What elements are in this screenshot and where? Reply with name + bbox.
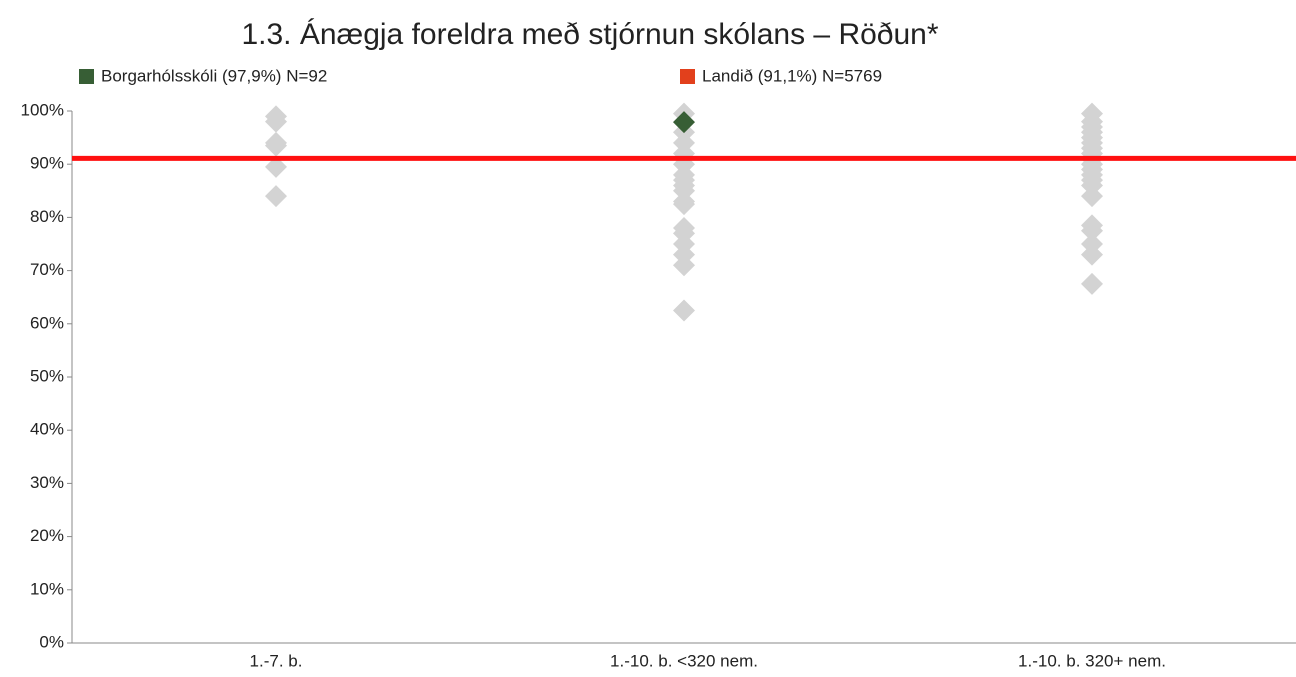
point [1081, 243, 1103, 266]
y-tick-label: 30% [30, 473, 64, 492]
y-tick-label: 70% [30, 260, 64, 279]
x-tick-label: 1.-10. b. <320 nem. [610, 651, 758, 670]
point [1081, 272, 1103, 295]
point [265, 185, 287, 208]
point [673, 299, 695, 322]
legend-label: Landið (91,1%) N=5769 [702, 66, 882, 85]
point [265, 134, 287, 157]
y-tick-label: 0% [39, 632, 64, 651]
chart-title: 1.3. Ánægja foreldra með stjórnun skólan… [241, 18, 938, 51]
point [673, 193, 695, 216]
y-tick-label: 10% [30, 579, 64, 598]
y-tick-label: 20% [30, 526, 64, 545]
y-tick-label: 50% [30, 366, 64, 385]
point [265, 155, 287, 178]
y-tick-label: 100% [21, 100, 64, 119]
point [1081, 219, 1103, 242]
y-tick-label: 40% [30, 420, 64, 439]
point [1081, 185, 1103, 208]
point [673, 254, 695, 277]
legend-swatch [79, 69, 94, 84]
y-tick-label: 60% [30, 313, 64, 332]
point [673, 111, 695, 134]
legend-label: Borgarhólsskóli (97,9%) N=92 [101, 66, 327, 85]
y-tick-label: 90% [30, 154, 64, 173]
x-tick-label: 1.-10. b. 320+ nem. [1018, 651, 1166, 670]
point [265, 110, 287, 133]
legend-swatch [680, 69, 695, 84]
x-tick-label: 1.-7. b. [250, 651, 303, 670]
y-tick-label: 80% [30, 207, 64, 226]
